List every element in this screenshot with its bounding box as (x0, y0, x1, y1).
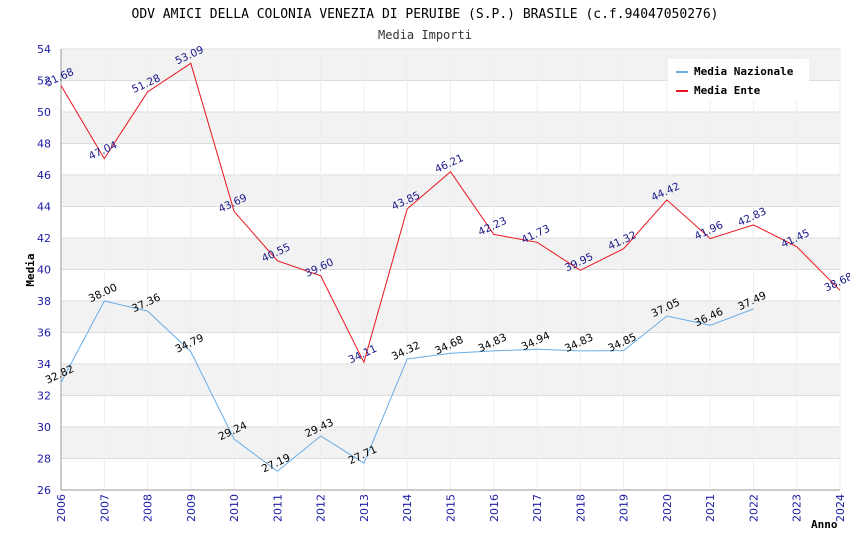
x-tick-label: 2023 (791, 494, 804, 522)
legend: Media Nazionale Media Ente (668, 59, 809, 101)
x-tick-label: 2019 (618, 494, 631, 522)
x-tick-label: 2018 (574, 494, 587, 522)
y-tick-label: 52 (37, 75, 51, 88)
x-tick-label: 2008 (142, 494, 155, 522)
y-tick-label: 32 (37, 390, 51, 403)
y-tick-label: 34 (37, 358, 51, 371)
y-tick-label: 28 (37, 453, 51, 466)
chart-subtitle: Media Importi (378, 28, 472, 42)
y-tick-label: 50 (37, 106, 51, 119)
chart-title: ODV AMICI DELLA COLONIA VENEZIA DI PERUI… (132, 7, 719, 22)
data-label-nazionale: 34.85 (606, 331, 638, 355)
y-axis-ticks: 26 28 30 32 34 36 38 40 42 44 46 48 50 52 54 (37, 43, 51, 497)
y-tick-label: 44 (37, 201, 51, 214)
x-tick-label: 2012 (315, 494, 328, 522)
legend-box (668, 59, 809, 101)
series-lines (60, 62, 841, 472)
series-line-nazionale (60, 300, 754, 472)
legend-label-ente: Media Ente (694, 84, 761, 97)
x-tick-label: 2013 (358, 494, 371, 522)
data-label-ente: 42.23 (476, 215, 508, 239)
grid-lines (60, 48, 841, 491)
y-tick-label: 48 (37, 138, 51, 151)
x-tick-label: 2006 (55, 494, 68, 522)
data-label-nazionale: 34.83 (563, 331, 595, 355)
y-tick-label: 38 (37, 295, 51, 308)
x-tick-label: 2022 (747, 494, 760, 522)
y-tick-label: 46 (37, 169, 51, 182)
x-tick-label: 2021 (704, 494, 717, 522)
x-tick-label: 2017 (531, 494, 544, 522)
x-tick-label: 2010 (228, 494, 241, 522)
data-label-ente: 38.68 (823, 271, 850, 295)
x-tick-label: 2014 (401, 494, 414, 522)
data-label-ente: 51.68 (44, 66, 76, 90)
x-axis-ticks: 2006 2007 2008 2009 2010 2011 2012 2013 2014 2015… (55, 494, 847, 522)
data-label-ente: 34.11 (347, 343, 379, 367)
series-line-ente (60, 62, 841, 364)
x-tick-label: 2011 (271, 494, 284, 522)
y-tick-label: 30 (37, 421, 51, 434)
y-tick-label: 26 (37, 484, 51, 497)
y-tick-label: 54 (37, 43, 51, 56)
x-tick-label: 2009 (185, 494, 198, 522)
data-label-nazionale: 34.79 (173, 332, 205, 356)
legend-label-nazionale: Media Nazionale (694, 65, 794, 78)
x-axis-label: Anno (811, 518, 838, 531)
x-tick-label: 2007 (98, 494, 111, 522)
x-tick-label: 2016 (488, 494, 501, 522)
data-label-nazionale: 34.32 (390, 339, 422, 363)
x-tick-label: 2020 (661, 494, 674, 522)
x-tick-label: 2015 (445, 494, 458, 522)
y-tick-label: 40 (37, 264, 51, 277)
x-tick-label: 2024 (834, 494, 847, 522)
y-axis-label: Media (24, 253, 37, 286)
y-tick-label: 42 (37, 232, 51, 245)
y-tick-label: 36 (37, 327, 51, 340)
